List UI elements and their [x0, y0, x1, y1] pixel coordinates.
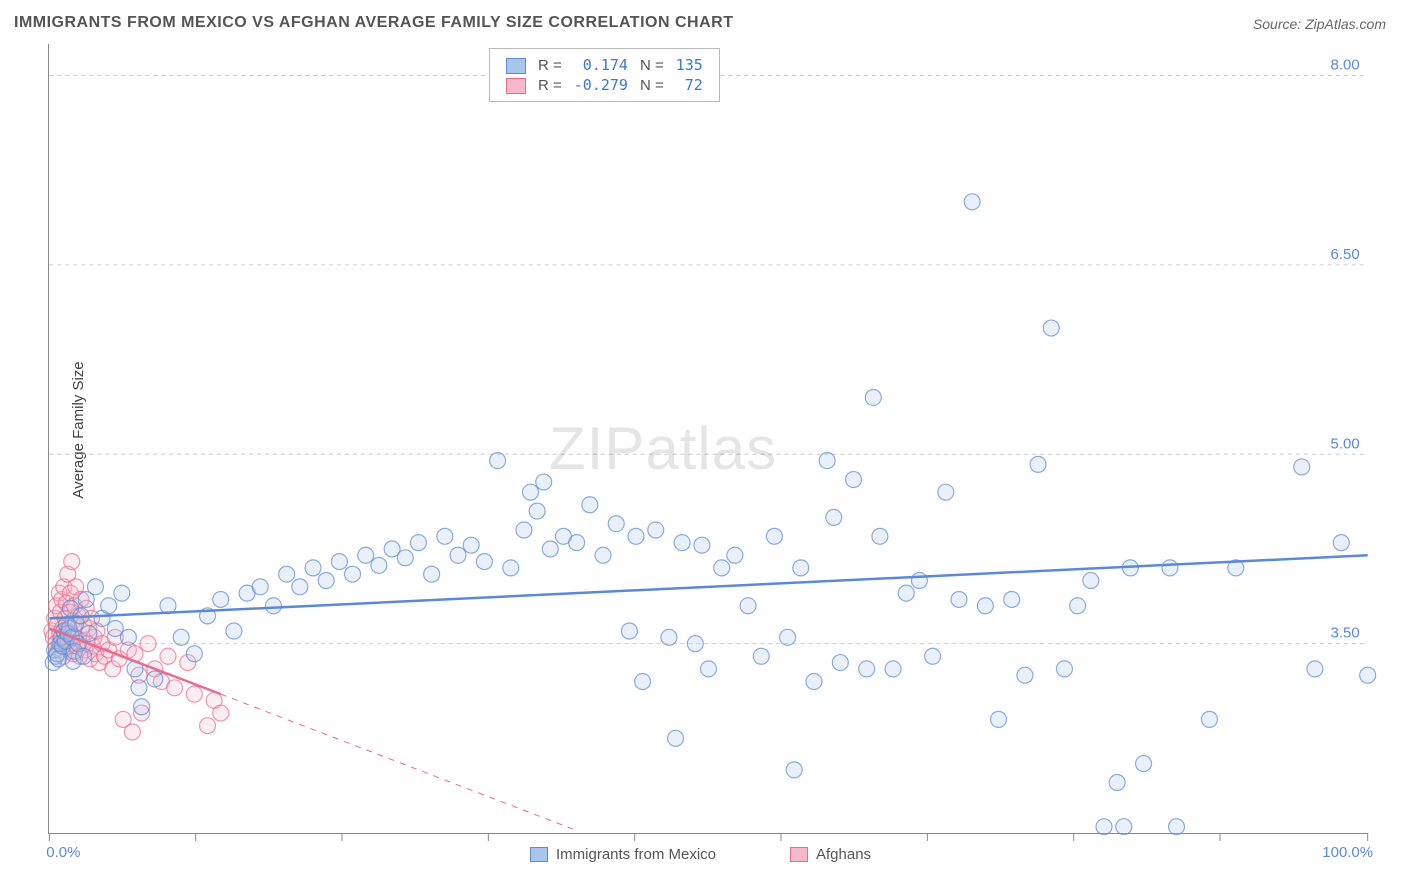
r-value-1: 0.174 [568, 55, 634, 75]
chart-container: IMMIGRANTS FROM MEXICO VS AFGHAN AVERAGE… [0, 0, 1406, 892]
r-label-1: R = [532, 55, 568, 75]
source-prefix: Source: [1253, 16, 1305, 32]
correlation-legend: R = 0.174 N = 135 R = -0.279 N = 72 [489, 48, 720, 102]
source-attribution: Source: ZipAtlas.com [1253, 16, 1386, 32]
source-name: ZipAtlas.com [1305, 16, 1386, 32]
n-label-1: N = [634, 55, 670, 75]
correlation-table: R = 0.174 N = 135 R = -0.279 N = 72 [500, 55, 709, 95]
r-label-2: R = [532, 75, 568, 95]
chart-svg: 3.505.006.508.000.0%100.0% [49, 44, 1368, 833]
r-value-2: -0.279 [568, 75, 634, 95]
bottom-label-mexico: Immigrants from Mexico [556, 846, 716, 863]
svg-text:0.0%: 0.0% [46, 844, 80, 861]
swatch-mexico [506, 58, 526, 74]
bottom-swatch-mexico [530, 847, 548, 862]
svg-text:3.50: 3.50 [1331, 625, 1360, 642]
swatch-afghans [506, 78, 526, 94]
legend-row-afghans: R = -0.279 N = 72 [500, 75, 709, 95]
n-label-2: N = [634, 75, 670, 95]
svg-text:8.00: 8.00 [1331, 57, 1360, 74]
legend-row-mexico: R = 0.174 N = 135 [500, 55, 709, 75]
svg-text:100.0%: 100.0% [1322, 844, 1373, 861]
n-value-1: 135 [670, 55, 709, 75]
bottom-label-afghans: Afghans [816, 846, 871, 863]
svg-text:6.50: 6.50 [1331, 246, 1360, 263]
bottom-legend-afghans: Afghans [790, 846, 871, 863]
plot-area: 3.505.006.508.000.0%100.0% ZIPatlas R = … [48, 44, 1368, 834]
n-value-2: 72 [670, 75, 709, 95]
chart-title: IMMIGRANTS FROM MEXICO VS AFGHAN AVERAGE… [14, 14, 733, 32]
bottom-swatch-afghans [790, 847, 808, 862]
svg-text:5.00: 5.00 [1331, 435, 1360, 452]
bottom-legend-mexico: Immigrants from Mexico [530, 846, 716, 863]
